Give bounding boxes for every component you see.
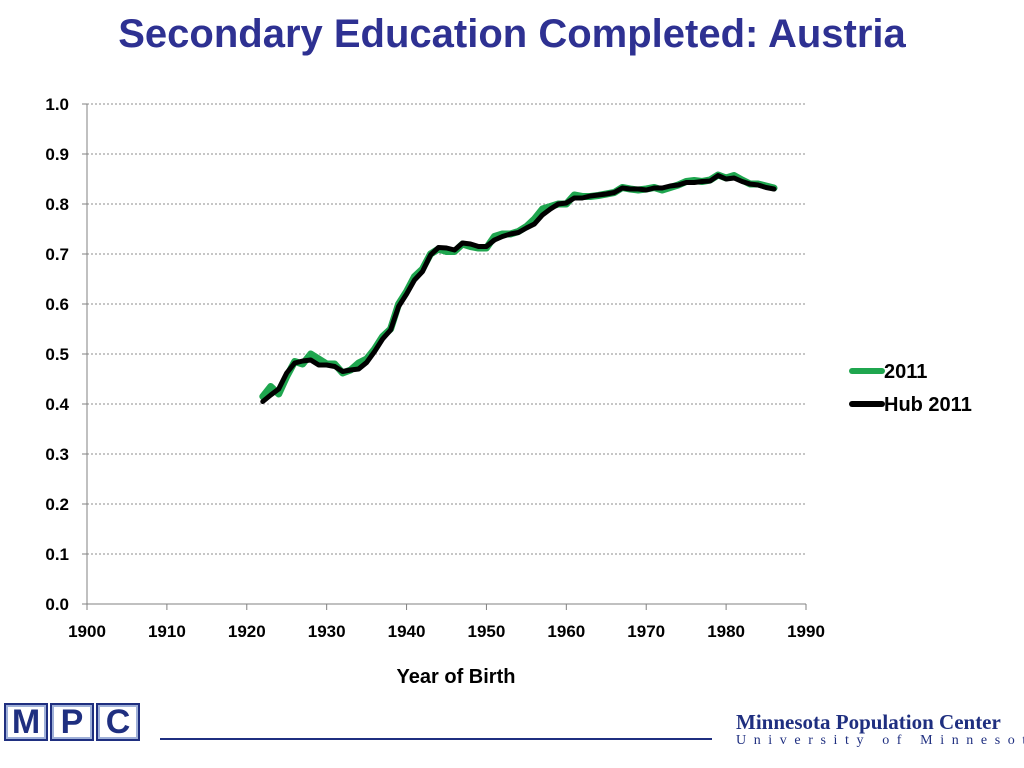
y-tick-label: 0.1 bbox=[45, 545, 69, 564]
org-name: Minnesota Population Center bbox=[736, 710, 1001, 734]
logo-letter-p: P bbox=[50, 703, 94, 741]
logo-letter-c: C bbox=[96, 703, 140, 741]
y-tick-label: 0.7 bbox=[45, 245, 69, 264]
y-tick-label: 0.4 bbox=[45, 395, 69, 414]
x-axis-title: Year of Birth bbox=[397, 666, 516, 688]
legend: 2011 Hub 2011 bbox=[849, 361, 972, 416]
y-tick-label: 0.2 bbox=[45, 495, 69, 514]
slide-title: Secondary Education Completed: Austria bbox=[118, 12, 906, 56]
y-tick-label: 0.8 bbox=[45, 195, 69, 214]
legend-label-2011: 2011 bbox=[884, 361, 927, 383]
axes-layer bbox=[82, 103, 807, 610]
x-tick-label: 1990 bbox=[787, 622, 825, 641]
x-tick-label: 1940 bbox=[388, 622, 426, 641]
y-tick-label: 0.0 bbox=[45, 595, 69, 614]
x-tick-label: 1920 bbox=[228, 622, 266, 641]
tick-labels: 0.0 0.1 0.2 0.3 0.4 0.5 0.6 0.7 0.8 0.9 1.0 1900 191… bbox=[45, 95, 825, 641]
series-line-2011 bbox=[259, 171, 778, 400]
y-tick-label: 0.9 bbox=[45, 145, 69, 164]
y-tick-label: 1.0 bbox=[45, 95, 69, 114]
series-line-hub-2011 bbox=[260, 173, 777, 404]
legend-label-hub-2011: Hub 2011 bbox=[884, 394, 972, 416]
y-tick-label: 0.5 bbox=[45, 345, 69, 364]
x-tick-label: 1900 bbox=[68, 622, 106, 641]
x-tick-label: 1980 bbox=[707, 622, 745, 641]
x-tick-label: 1950 bbox=[468, 622, 506, 641]
y-tick-label: 0.6 bbox=[45, 295, 69, 314]
x-tick-label: 1960 bbox=[547, 622, 585, 641]
x-tick-label: 1910 bbox=[148, 622, 186, 641]
series-layer bbox=[259, 171, 778, 404]
x-tick-label: 1970 bbox=[627, 622, 665, 641]
grid-layer bbox=[87, 103, 806, 555]
logo-letter-m: M bbox=[4, 703, 48, 741]
footer-divider bbox=[160, 738, 712, 740]
mpc-logo: M P C bbox=[4, 703, 142, 741]
y-tick-label: 0.3 bbox=[45, 445, 69, 464]
x-tick-label: 1930 bbox=[308, 622, 346, 641]
org-subtitle: University of Minnesota bbox=[736, 733, 1024, 748]
